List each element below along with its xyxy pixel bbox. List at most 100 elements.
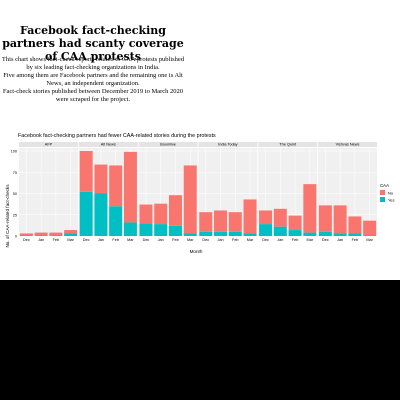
facet-strip-label: AFP [45,143,53,147]
page-background: Facebook fact-checking partners had scan… [0,0,400,280]
facet-strip [318,142,377,147]
bar-yes [49,235,63,236]
legend-swatch-yes [380,197,385,202]
description-line: Fact-check stories published between Dec… [2,88,184,103]
x-tick-label: Mar [366,238,373,242]
x-tick-label: Dec [202,238,209,242]
facet-strip-label: Alt News [101,143,116,147]
x-tick-label: Jan [38,238,44,242]
y-tick-label: 100 [11,150,17,154]
facet-alt-news: Alt News Dec Jan Feb Mar [78,142,138,242]
x-tick-label: Dec [23,238,30,242]
bar-no [154,203,168,225]
x-tick-label: Dec [143,238,150,242]
bar-no [123,151,137,223]
legend-label-no: No [388,190,394,195]
bar-no [139,204,153,224]
x-tick-label: Mar [247,238,254,242]
bar-yes [363,235,377,236]
facet-boomlive: Boomlive Dec Jan Feb Mar [138,142,198,242]
bar-yes [64,233,78,236]
x-tick-label: Jan [277,238,283,242]
y-tick-label: 25 [13,213,17,217]
x-tick-label: Feb [172,238,179,242]
facet-strip-label: Boomlive [160,143,176,147]
facet-the-quint: The Quint Dec Jan Feb Mar [258,142,318,242]
facet-strip [78,142,138,147]
legend-swatch-no [380,190,385,195]
bar-no [19,233,33,236]
x-tick-label: Jan [337,238,343,242]
facet-strip [258,142,318,147]
description-line: This chart shows fact-check reports rela… [1,56,185,71]
chart-title: Facebook fact-checking partners had fewe… [18,133,216,139]
bar-yes [199,231,213,236]
facet-strip [138,142,198,147]
bar-no [183,165,197,234]
bar-no [273,208,287,227]
bar-yes [168,225,182,236]
facet-strip-label: India Today [218,143,237,147]
y-tick-label: 50 [13,192,17,196]
bar-no [79,151,93,192]
bar-no [109,165,123,207]
bar-no [288,215,302,231]
x-tick-label: Mar [307,238,314,242]
bar-yes [19,235,33,236]
bar-no [168,195,182,226]
x-tick-label: Dec [262,238,269,242]
y-tick-label: 75 [13,171,17,175]
x-tick-label: Mar [187,238,194,242]
x-tick-label: Mar [67,238,74,242]
bar-yes [333,233,347,236]
bar-yes [259,224,273,236]
facet-india-today: India Today Dec Jan Feb Mar [198,142,258,242]
facet-vishvas-news: Vishvas News Dec Jan Feb Mar [318,142,377,242]
bar-no [49,232,63,236]
x-tick-label: Dec [83,238,90,242]
bar-no [199,212,213,232]
x-tick-label: Feb [112,238,119,242]
x-tick-label: Dec [322,238,329,242]
bar-yes [273,226,287,236]
bar-no [363,220,377,236]
x-axis-label: Month [190,249,203,254]
description: This chart shows fact-check reports rela… [0,56,186,104]
bar-no [34,232,48,236]
bar-yes [214,231,228,236]
x-tick-label: Jan [217,238,223,242]
bar-yes [243,233,257,236]
legend-label-yes: Yes [388,197,395,202]
bar-yes [123,222,137,236]
facet-panels: 0 25 50 75 100 AFP Dec Jan Feb Mar Alt News Dec Jan F… [11,142,377,242]
legend-title: CAA [380,183,389,188]
bar-yes [288,230,302,236]
bar-no [214,210,228,232]
x-tick-label: Feb [352,238,359,242]
facet-strip [19,142,78,147]
x-tick-label: Jan [98,238,104,242]
bar-yes [183,233,197,236]
bar-yes [228,231,242,236]
bar-yes [303,232,317,236]
bar-yes [318,231,332,236]
bar-yes [139,223,153,236]
facet-panel [19,148,78,236]
bar-no [94,164,108,194]
description-line: Five among them are Facebook partners an… [3,72,183,87]
bar-yes [348,233,362,236]
bar-no [303,184,317,233]
bar-no [64,230,78,234]
bar-no [333,205,347,234]
bar-no [348,216,362,234]
x-tick-label: Jan [158,238,164,242]
facet-strip-label: Vishvas News [336,143,360,147]
y-tick-label: 0 [15,235,17,239]
facet-afp: AFP Dec Jan Feb Mar [19,142,78,242]
facet-strip [198,142,258,147]
bar-yes [79,191,93,236]
bar-no [228,212,242,232]
headline: Facebook fact-checking partners had scan… [2,24,184,63]
faceted-bar-chart: Facebook fact-checking partners had fewe… [5,133,395,254]
bar-yes [109,206,123,236]
